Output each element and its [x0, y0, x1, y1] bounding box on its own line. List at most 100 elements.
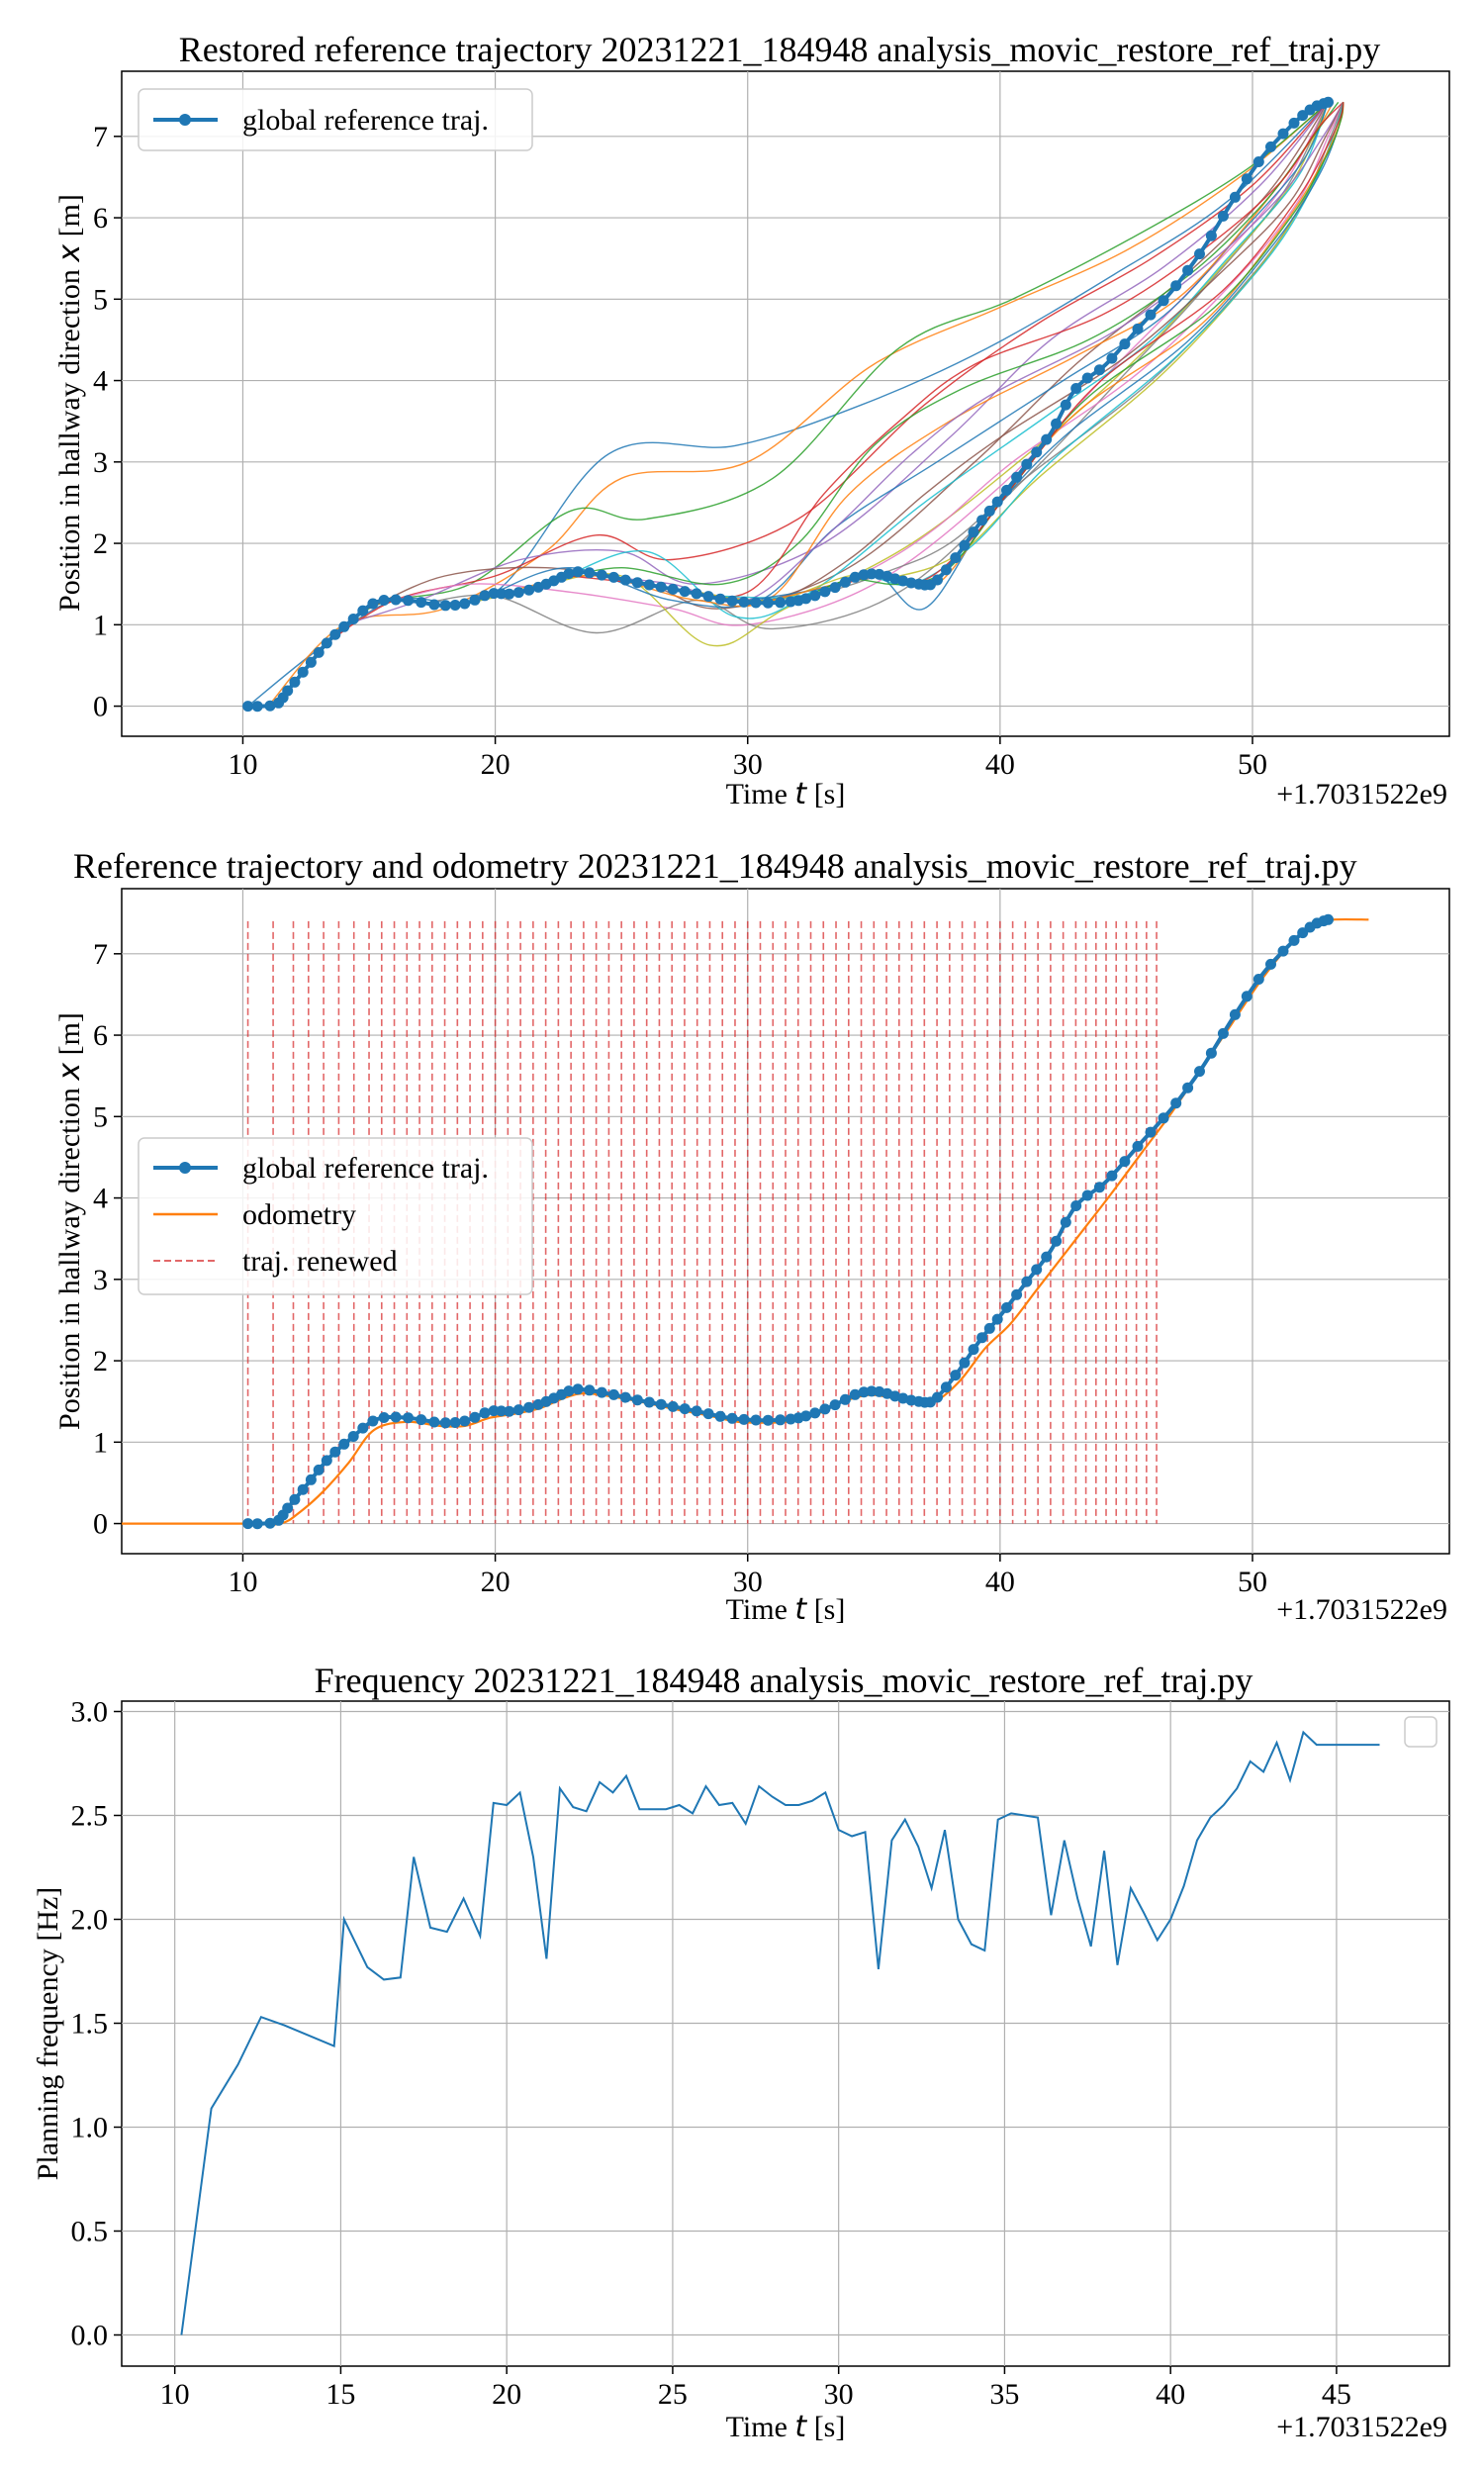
reference-trajectory-marker	[1021, 1276, 1033, 1287]
reference-trajectory-marker	[1265, 958, 1276, 970]
x-tick-label: 40	[985, 748, 1015, 781]
reference-trajectory-marker	[1081, 372, 1093, 384]
reference-trajectory-marker	[1132, 1140, 1144, 1152]
reference-trajectory-marker	[1001, 484, 1012, 496]
reference-trajectory-marker	[297, 666, 309, 678]
reference-trajectory-marker	[983, 1322, 995, 1334]
reference-trajectory-marker	[976, 515, 988, 526]
reference-trajectory-marker	[1051, 1235, 1063, 1247]
reference-trajectory-marker	[1132, 323, 1144, 334]
reference-trajectory-marker	[1041, 1251, 1053, 1263]
reference-trajectory-marker	[1093, 364, 1105, 376]
reference-trajectory-marker	[631, 1394, 643, 1406]
reference-trajectory-marker	[1205, 1047, 1217, 1059]
reference-trajectory-marker	[897, 1392, 909, 1404]
reference-trajectory-marker	[1277, 945, 1289, 957]
reference-trajectory-marker	[702, 591, 714, 603]
reference-trajectory-marker	[714, 1410, 726, 1422]
y-tick-label: 2	[93, 1345, 108, 1378]
reference-trajectory-marker	[390, 594, 402, 606]
chart1-legend-ref-label: global reference traj.	[242, 104, 489, 137]
reference-trajectory-marker	[403, 1412, 414, 1424]
restored-trajectory-line	[293, 101, 1329, 683]
reference-trajectory-marker	[619, 1391, 631, 1403]
restored-trajectory-line	[519, 101, 1335, 608]
reference-trajectory-marker	[251, 701, 263, 713]
y-tick-label: 5	[93, 1100, 108, 1133]
reference-trajectory-marker	[762, 597, 774, 609]
reference-trajectory-marker	[282, 1502, 294, 1514]
reference-trajectory-marker	[523, 584, 535, 596]
reference-trajectory-marker	[619, 574, 631, 586]
reference-trajectory-marker	[1021, 458, 1033, 470]
reference-trajectory-marker	[313, 1464, 325, 1475]
reference-trajectory-marker	[428, 599, 440, 611]
reference-trajectory-marker	[329, 628, 341, 640]
restored-trajectory-line	[267, 101, 1329, 708]
y-tick-label: 2.5	[71, 1800, 109, 1833]
reference-trajectory-marker	[504, 1405, 515, 1417]
reference-trajectory-marker	[679, 1403, 691, 1415]
reference-trajectory-marker	[338, 1438, 350, 1450]
reference-trajectory-marker	[738, 1413, 750, 1425]
x-tick-label: 45	[1322, 2378, 1351, 2411]
reference-trajectory-marker	[1011, 471, 1023, 483]
y-tick-label: 3	[93, 1264, 108, 1296]
restored-trajectory-line	[444, 102, 1330, 647]
chart2-plot-area	[121, 888, 1450, 1555]
y-tick-label: 6	[93, 1019, 108, 1052]
reference-trajectory-marker	[775, 597, 787, 609]
x-tick-label: 20	[481, 748, 510, 781]
reference-trajectory-line	[247, 100, 1330, 709]
chart3-x-ticks: 10 15 20 25 30 35 40 45	[160, 2366, 1351, 2411]
chart-planning-frequency: Frequency 20231221_184948 analysis_movic…	[32, 1661, 1450, 2444]
x-tick-label: 30	[824, 2378, 854, 2411]
x-tick-label: 20	[481, 1566, 510, 1598]
y-tick-label: 0	[93, 1508, 108, 1541]
reference-trajectory-marker	[563, 1385, 575, 1397]
chart1-y-ticks: 0 1 2 3 4 5 6 7	[93, 121, 122, 723]
reference-trajectory-marker	[357, 1422, 369, 1434]
reference-trajectory-marker	[1070, 1200, 1082, 1211]
reference-trajectory-marker	[1170, 280, 1182, 292]
reference-trajectory-marker	[897, 575, 909, 587]
chart2-x-ticks: 10 20 30 40 50	[228, 1554, 1267, 1598]
reference-trajectory-marker	[940, 1381, 952, 1393]
reference-trajectory-marker	[297, 1483, 309, 1495]
y-tick-label: 2.0	[71, 1904, 109, 1937]
reference-trajectory-marker	[1252, 156, 1264, 167]
reference-trajectory-marker	[403, 595, 414, 607]
chart1-y-axis-label: Position in hallway direction x [m]	[52, 194, 87, 612]
chart-restored-reference: Restored reference trajectory 20231221_1…	[52, 30, 1450, 811]
x-tick-label: 50	[1238, 1566, 1267, 1598]
y-tick-label: 0.0	[71, 2320, 109, 2352]
x-tick-label: 20	[492, 2378, 521, 2411]
chart2-y-ticks: 0 1 2 3 4 5 6 7	[93, 938, 122, 1541]
x-tick-label: 25	[658, 2378, 688, 2411]
chart2-x-axis-label: Time t [s]	[726, 1592, 846, 1627]
reference-trajectory-marker	[643, 579, 655, 591]
reference-trajectory-marker	[416, 1414, 427, 1426]
reference-trajectory-marker	[264, 700, 276, 712]
reference-trajectory-marker	[819, 1403, 831, 1415]
reference-trajectory-marker	[679, 586, 691, 598]
reference-trajectory-marker	[1277, 128, 1289, 140]
restored-trajectory-line	[495, 102, 1330, 609]
chart-reference-and-odometry: Reference trajectory and odometry 202312…	[52, 846, 1450, 1627]
reference-trajectory-marker	[1265, 141, 1276, 152]
x-tick-label: 10	[228, 748, 257, 781]
reference-trajectory-marker	[849, 571, 861, 583]
restored-trajectory-line	[773, 102, 1345, 602]
reference-trajectory-marker	[1205, 230, 1217, 241]
reference-trajectory-marker	[347, 614, 359, 624]
reference-trajectory-marker	[1081, 1189, 1093, 1201]
reference-trajectory-marker	[839, 576, 851, 588]
reference-trajectory-marker	[643, 1396, 655, 1408]
reference-trajectory-marker	[809, 1407, 821, 1419]
reference-trajectory-marker	[775, 1414, 787, 1426]
x-tick-label: 10	[160, 2378, 190, 2411]
reference-trajectory-marker	[313, 646, 325, 658]
chart2-series	[121, 913, 1369, 1530]
reference-trajectory-marker	[1252, 974, 1264, 985]
